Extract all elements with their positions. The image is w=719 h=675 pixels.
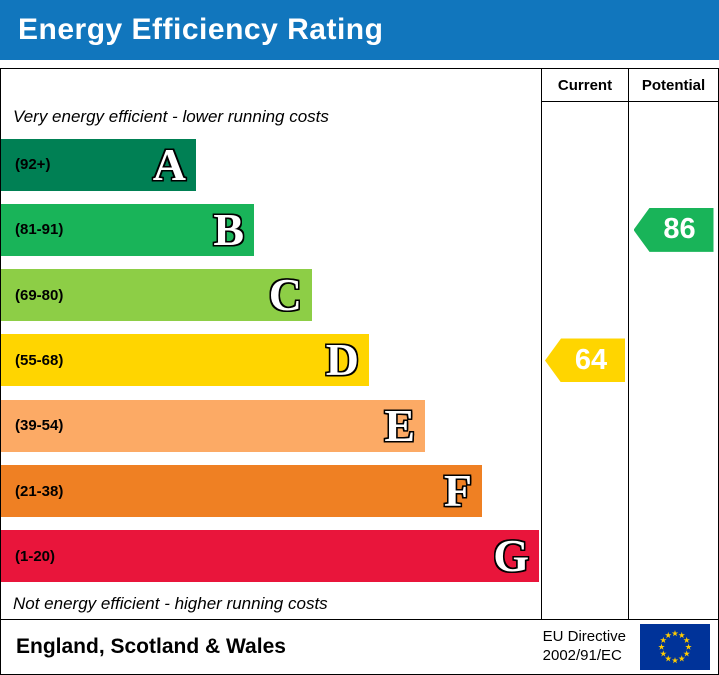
band-letter: E xyxy=(384,399,415,451)
band-row-f: (21-38) F xyxy=(1,458,718,524)
band-letter: G xyxy=(493,530,529,582)
band-row-b: (81-91) B 86 xyxy=(1,197,718,263)
page-title: Energy Efficiency Rating xyxy=(18,13,384,46)
band-range-label: (92+) xyxy=(15,156,51,174)
chart-area: Current Potential Very energy efficient … xyxy=(1,69,718,619)
band-letter: B xyxy=(213,203,244,255)
current-rating-arrow: 64 xyxy=(545,338,625,383)
column-header-row: Current Potential xyxy=(1,69,718,102)
band-bar-a: (92+) A xyxy=(1,138,196,191)
band-range-label: (21-38) xyxy=(15,482,64,500)
band-range-label: (39-54) xyxy=(15,417,64,435)
potential-rating-value: 86 xyxy=(663,213,696,246)
eu-directive-line1: EU Directive xyxy=(542,628,626,646)
eu-directive-line2: 2002/91/EC xyxy=(542,647,622,664)
band-bar-g: (1-20) G xyxy=(1,530,539,583)
column-header-potential: Potential xyxy=(628,69,718,102)
band-bar-b: (81-91) B xyxy=(1,203,254,256)
band-row-g: (1-20) G xyxy=(1,523,718,589)
band-range-label: (1-20) xyxy=(15,547,56,565)
band-letter: A xyxy=(152,138,186,190)
potential-rating-arrow: 86 xyxy=(633,207,714,252)
band-range-label: (55-68) xyxy=(15,351,64,369)
eu-flag-icon xyxy=(640,624,710,670)
band-bar-e: (39-54) E xyxy=(1,399,425,452)
band-range-label: (81-91) xyxy=(15,221,64,239)
chart-frame: Current Potential Very energy efficient … xyxy=(0,68,719,675)
top-note: Very energy efficient - lower running co… xyxy=(13,107,329,126)
column-header-current: Current xyxy=(541,69,628,102)
band-letter: C xyxy=(268,269,302,321)
band-bar-c: (69-80) C xyxy=(1,269,312,322)
top-note-row: Very energy efficient - lower running co… xyxy=(1,102,718,132)
column-header-spacer xyxy=(1,69,541,102)
bottom-note-row: Not energy efficient - higher running co… xyxy=(1,588,718,619)
header-bar: Energy Efficiency Rating xyxy=(0,0,719,60)
eu-directive-label: EU Directive 2002/91/EC xyxy=(543,628,626,666)
band-letter: F xyxy=(443,465,472,517)
band-range-label: (69-80) xyxy=(15,286,64,304)
band-bar-f: (21-38) F xyxy=(1,465,482,518)
region-label: England, Scotland & Wales xyxy=(16,635,286,658)
footer: England, Scotland & Wales EU Directive 2… xyxy=(1,619,718,674)
band-bar-d: (55-68) D xyxy=(1,334,369,387)
band-row-a: (92+) A xyxy=(1,132,718,198)
band-row-c: (69-80) C xyxy=(1,262,718,328)
band-letter: D xyxy=(325,334,359,386)
bottom-note: Not energy efficient - higher running co… xyxy=(13,593,328,613)
band-row-e: (39-54) E xyxy=(1,393,718,459)
band-row-d: (55-68) D 64 xyxy=(1,327,718,394)
current-rating-value: 64 xyxy=(574,343,608,376)
